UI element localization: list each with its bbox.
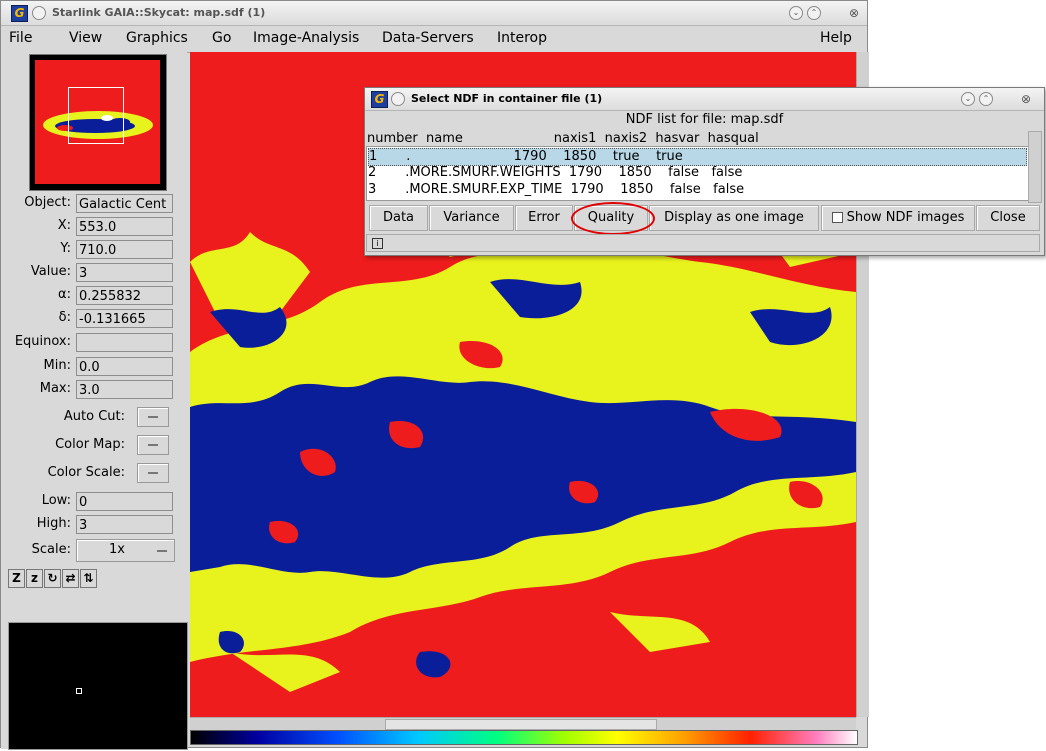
y-field: 710.0 bbox=[76, 240, 173, 259]
magnifier bbox=[8, 622, 188, 750]
rotate-icon[interactable]: ↻ bbox=[44, 569, 61, 588]
zoom-out-tool-icon[interactable]: Z bbox=[8, 569, 25, 588]
menu-help[interactable]: Help bbox=[820, 30, 852, 46]
y-label: Y: bbox=[60, 241, 71, 256]
select-ndf-dialog: G Select NDF in container file (1) ⌄ ⌃ ⊗… bbox=[364, 87, 1045, 256]
x-field: 553.0 bbox=[76, 217, 173, 236]
max-field: 3.0 bbox=[76, 380, 173, 399]
high-label: High: bbox=[36, 516, 71, 531]
scale-menu-button[interactable]: 1x bbox=[76, 539, 175, 562]
equinox-field bbox=[76, 333, 173, 352]
dialog-title-bar: G Select NDF in container file (1) ⌄ ⌃ ⊗ bbox=[365, 88, 1044, 111]
menu-graphics[interactable]: Graphics bbox=[126, 30, 188, 46]
colormap-label: Color Map: bbox=[55, 437, 125, 452]
ndf-row[interactable]: 1 . 1790 1850 true true bbox=[368, 148, 1027, 166]
horizontal-scrollbar[interactable] bbox=[190, 717, 856, 730]
scale-menu-indicator bbox=[157, 550, 167, 552]
ndf-row[interactable]: 2 .MORE.SMURF.WEIGHTS 1790 1850 false fa… bbox=[368, 165, 743, 180]
ndf-list-header: NDF list for file: map.sdf bbox=[625, 112, 784, 127]
max-label: Max: bbox=[39, 381, 71, 396]
flip-x-icon[interactable]: ⇄ bbox=[62, 569, 79, 588]
dialog-status-bar: i bbox=[366, 234, 1040, 252]
value-field: 3 bbox=[76, 263, 173, 282]
title-bar: G Starlink GAIA::Skycat: map.sdf (1) ⌄ ⌃… bbox=[1, 1, 867, 26]
low-label: Low: bbox=[41, 493, 71, 508]
colorscale-menu-button[interactable] bbox=[137, 463, 169, 483]
delta-field: -0.131665 bbox=[76, 309, 173, 328]
quality-highlight-annotation bbox=[571, 202, 655, 235]
error-button[interactable]: Error bbox=[515, 205, 573, 231]
ndf-row[interactable]: 3 .MORE.SMURF.EXP_TIME 1790 1850 false f… bbox=[368, 182, 745, 197]
object-field: Galactic Cent bbox=[76, 194, 173, 213]
value-label: Value: bbox=[30, 264, 71, 279]
x-label: X: bbox=[57, 218, 71, 233]
display-as-one-image-button[interactable]: Display as one image bbox=[649, 205, 819, 231]
min-field: 0.0 bbox=[76, 357, 173, 376]
show-ndf-images-checkbox[interactable] bbox=[831, 212, 843, 223]
panner[interactable] bbox=[29, 54, 167, 191]
zoom-in-tool-icon[interactable]: z bbox=[26, 569, 43, 588]
scale-label: Scale: bbox=[31, 542, 71, 557]
show-ndf-images-label: Show NDF images bbox=[846, 210, 965, 225]
colormap-menu-button[interactable] bbox=[137, 435, 169, 455]
scale-value: 1x bbox=[109, 542, 125, 557]
maximize-icon[interactable]: ⌃ bbox=[807, 6, 821, 20]
close-button[interactable]: Close bbox=[976, 205, 1040, 231]
panner-thumbnail bbox=[35, 60, 160, 184]
menu-go[interactable]: Go bbox=[212, 30, 232, 46]
dialog-maximize-icon[interactable]: ⌃ bbox=[979, 92, 993, 106]
dialog-title: Select NDF in container file (1) bbox=[411, 92, 603, 105]
horizontal-scroll-thumb[interactable] bbox=[385, 719, 657, 730]
magnifier-cursor bbox=[76, 688, 82, 694]
info-panel: Object: Galactic Cent X: 553.0 Y: 710.0 … bbox=[1, 52, 188, 750]
panner-image bbox=[43, 111, 153, 139]
menu-bar: File View Graphics Go Image-Analysis Dat… bbox=[1, 26, 867, 53]
colorbar[interactable] bbox=[190, 730, 858, 745]
close-icon[interactable]: ⊗ bbox=[848, 6, 860, 20]
minimize-icon[interactable]: ⌄ bbox=[789, 6, 803, 20]
ndf-list-scrollbar[interactable] bbox=[1028, 131, 1042, 203]
info-icon: i bbox=[372, 238, 383, 249]
autocut-menu-button[interactable] bbox=[137, 407, 169, 427]
menu-interop[interactable]: Interop bbox=[497, 30, 548, 46]
variance-button[interactable]: Variance bbox=[429, 205, 514, 231]
gaia-app-icon: G bbox=[11, 5, 28, 22]
alpha-field: 0.255832 bbox=[76, 286, 173, 305]
menu-view[interactable]: View bbox=[69, 30, 103, 46]
min-label: Min: bbox=[43, 358, 71, 373]
autocut-label: Auto Cut: bbox=[63, 409, 125, 424]
data-button[interactable]: Data bbox=[369, 205, 428, 231]
ndf-column-headers: number name naxis1 naxis2 hasvar hasqual bbox=[367, 131, 759, 146]
object-label: Object: bbox=[24, 195, 71, 210]
low-input[interactable]: 0 bbox=[76, 492, 173, 511]
colorscale-label: Color Scale: bbox=[47, 465, 125, 480]
menu-image-analysis[interactable]: Image-Analysis bbox=[253, 30, 360, 46]
menu-file[interactable]: File bbox=[9, 30, 33, 46]
dialog-close-icon[interactable]: ⊗ bbox=[1020, 92, 1032, 106]
menu-data-servers[interactable]: Data-Servers bbox=[382, 30, 474, 46]
ndf-list[interactable]: 1 . 1790 1850 true true 2 .MORE.SMURF.WE… bbox=[366, 146, 1029, 201]
flip-y-icon[interactable]: ⇅ bbox=[80, 569, 97, 588]
panner-view-rectangle[interactable] bbox=[68, 87, 124, 144]
dialog-minimize-icon[interactable]: ⌄ bbox=[961, 92, 975, 106]
high-input[interactable]: 3 bbox=[76, 515, 173, 534]
dialog-app-icon: G bbox=[371, 91, 388, 108]
window-title: Starlink GAIA::Skycat: map.sdf (1) bbox=[52, 6, 266, 19]
dialog-menu-icon[interactable] bbox=[391, 92, 405, 106]
equinox-label: Equinox: bbox=[14, 334, 71, 349]
delta-label: δ: bbox=[58, 310, 71, 325]
alpha-label: α: bbox=[58, 287, 71, 302]
show-ndf-images-checkbutton[interactable]: Show NDF images bbox=[821, 205, 975, 231]
window-menu-icon[interactable] bbox=[32, 6, 46, 20]
